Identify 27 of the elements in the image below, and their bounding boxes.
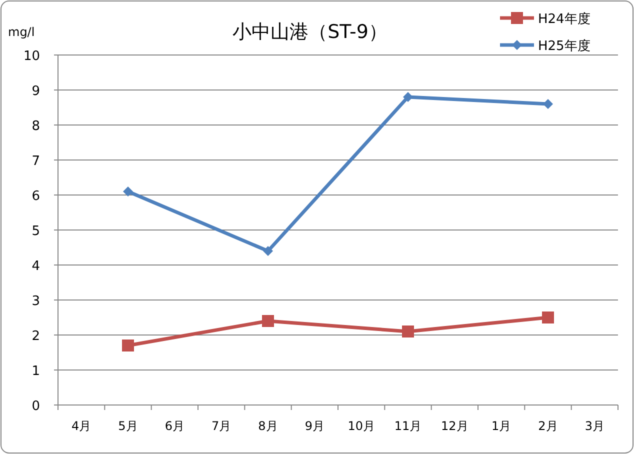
chart-title: 小中山港（ST-9） <box>232 21 388 43</box>
x-tick-label: 5月 <box>118 419 138 433</box>
x-tick-label: 8月 <box>258 419 278 433</box>
y-tick-label: 2 <box>32 329 40 344</box>
y-tick-label: 4 <box>32 259 40 274</box>
x-tick-label: 2月 <box>538 419 558 433</box>
y-tick-label: 1 <box>32 364 40 379</box>
x-tick-label: 1月 <box>492 419 512 433</box>
x-tick-label: 4月 <box>72 419 92 433</box>
y-axis-title: mg/l <box>8 25 35 39</box>
x-tick-label: 9月 <box>304 419 324 433</box>
x-tick-label: 11月 <box>394 419 422 433</box>
y-tick-label: 0 <box>32 399 40 414</box>
y-tick-label: 6 <box>32 189 40 204</box>
y-tick-label: 5 <box>32 224 40 239</box>
x-tick-label: 3月 <box>584 419 604 433</box>
y-tick-label: 10 <box>23 49 40 64</box>
legend-label: H24年度 <box>538 11 590 27</box>
x-tick-label: 10月 <box>348 419 375 433</box>
y-tick-label: 9 <box>32 84 40 99</box>
y-tick-label: 3 <box>32 294 40 309</box>
x-tick-label: 7月 <box>212 419 232 433</box>
legend-label: H25年度 <box>538 38 590 54</box>
y-tick-label: 8 <box>32 119 40 134</box>
x-tick-label: 6月 <box>164 419 184 433</box>
x-tick-label: 12月 <box>441 419 468 433</box>
y-tick-label: 7 <box>32 154 40 169</box>
